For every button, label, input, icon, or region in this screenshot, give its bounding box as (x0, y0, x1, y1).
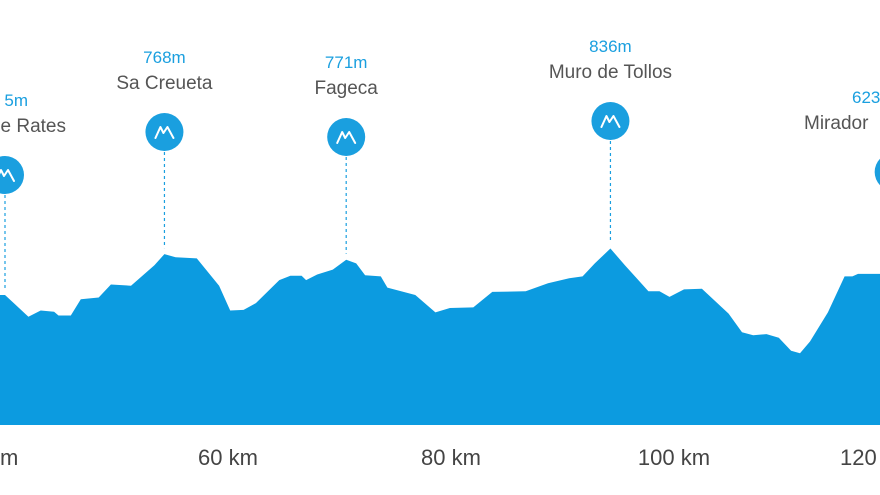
peak-name-label: Muro de Tollos (549, 62, 672, 83)
peak-name-label: Mirador (804, 113, 869, 134)
x-axis-tick-labels: m 60 km 80 km 100 km 120 (0, 445, 877, 470)
peak-markers: e Rates 5m Sa Creueta 768m Fageca 771m Muro de… (0, 37, 880, 289)
mountain-icon (327, 118, 366, 156)
peak-altitude-label: 768m (143, 48, 186, 67)
x-tick-label: m (0, 445, 18, 470)
peak-marker: Fageca 771m (315, 53, 379, 254)
peak-name-label: Sa Creueta (116, 73, 213, 94)
mountain-icon (0, 156, 24, 194)
peak-name-label: e Rates (1, 116, 66, 137)
x-tick-label: 80 km (421, 445, 481, 470)
elevation-area (0, 248, 880, 425)
peak-altitude-label: 623 (852, 88, 880, 107)
peak-marker: Mirador 623 (804, 88, 880, 186)
x-tick-label: 100 km (638, 445, 710, 470)
mountain-icon (591, 102, 630, 140)
peak-altitude-label: 836m (589, 37, 632, 56)
x-tick-label: 120 (840, 445, 877, 470)
peak-altitude-label: 771m (325, 53, 368, 72)
mountain-icon (874, 158, 880, 186)
peak-name-label: Fageca (315, 78, 379, 99)
mountain-icon (145, 113, 184, 151)
peak-marker: Muro de Tollos 836m (549, 37, 672, 243)
peak-marker: Sa Creueta 768m (116, 48, 213, 249)
peak-altitude-label: 5m (4, 91, 28, 110)
peak-marker: e Rates 5m (0, 91, 66, 289)
x-tick-label: 60 km (198, 445, 258, 470)
